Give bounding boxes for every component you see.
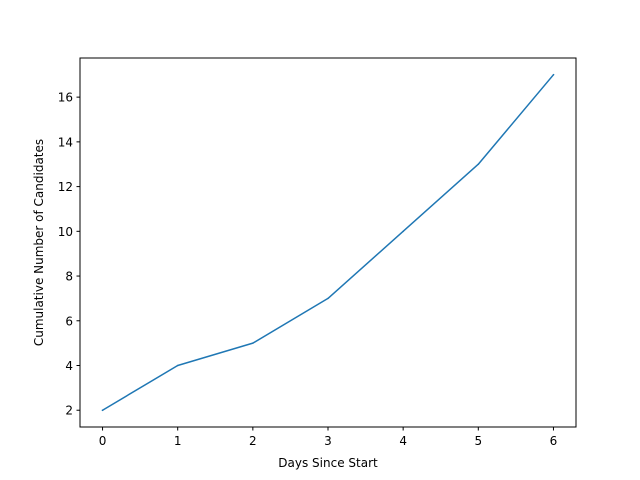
y-tick-label: 10 [58, 225, 73, 239]
y-axis-ticks: 2 4 6 8 10 12 14 16 [58, 91, 80, 418]
data-point [402, 230, 404, 233]
data-point [477, 163, 480, 165]
plot-area [80, 58, 576, 427]
y-axis-label: Cumulative Number of Candidates [32, 139, 46, 346]
data-point [252, 342, 254, 344]
x-tick-label: 6 [550, 434, 558, 448]
x-axis-label: Days Since Start [278, 456, 378, 470]
y-tick-label: 8 [65, 270, 73, 284]
x-tick-label: 2 [249, 434, 257, 448]
data-point [327, 297, 329, 300]
y-tick-label: 6 [65, 314, 73, 328]
plot-frame [79, 57, 577, 428]
x-tick-label: 1 [174, 434, 182, 448]
series-lines [101, 73, 555, 412]
y-tick-label: 2 [65, 404, 73, 418]
x-axis-ticks: 0 1 2 3 4 5 6 [99, 427, 558, 448]
x-tick-label: 5 [474, 434, 482, 448]
y-tick-label: 14 [58, 135, 73, 149]
data-point [101, 409, 104, 411]
data-point [552, 74, 555, 76]
y-tick-label: 16 [58, 91, 73, 105]
data-point [176, 364, 179, 367]
y-tick-label: 12 [58, 180, 73, 194]
y-tick-label: 4 [65, 359, 73, 373]
x-tick-label: 4 [399, 434, 407, 448]
x-tick-label: 0 [99, 434, 107, 448]
x-tick-label: 3 [324, 434, 332, 448]
